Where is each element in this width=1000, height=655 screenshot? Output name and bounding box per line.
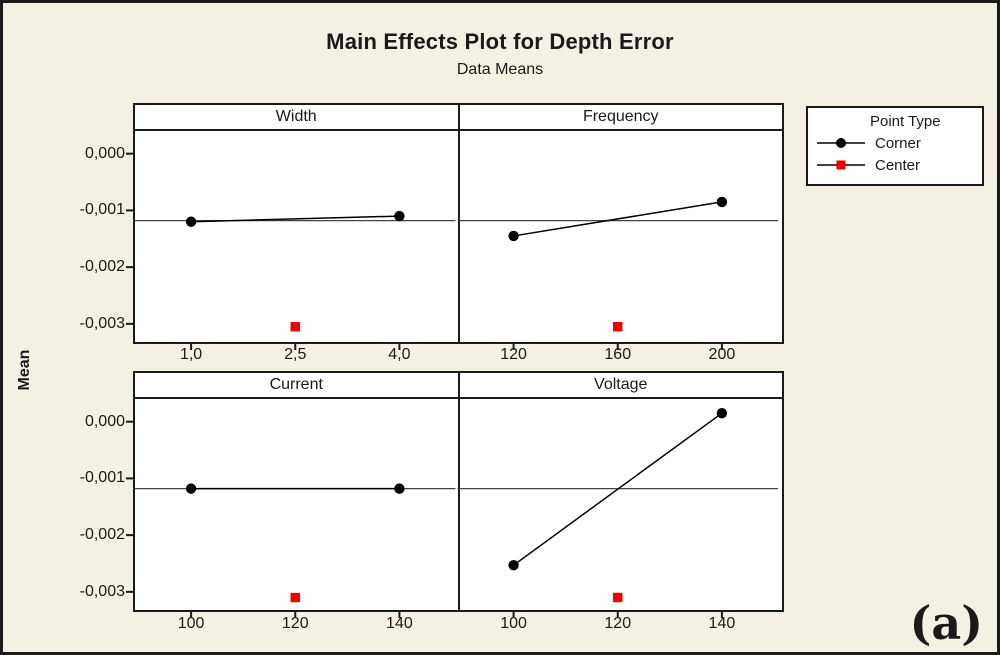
legend-item-center: Center	[816, 154, 976, 176]
x-tick-label: 120	[604, 615, 632, 632]
x-tick-label: 100	[177, 615, 205, 632]
panel-header-frequency: Frequency	[459, 105, 782, 129]
center-marker-icon	[817, 160, 865, 170]
legend-label-corner: Corner	[875, 134, 921, 152]
panel-row-bottom: Current Voltage	[133, 371, 784, 612]
panel-title-current: Current	[269, 376, 323, 393]
panel-headers-bottom: Current Voltage	[135, 373, 782, 399]
y-tick-label: 0,000	[84, 412, 125, 430]
x-tick-label: 100	[500, 615, 527, 632]
y-tick-label: -0,003	[79, 582, 125, 600]
chart-title: Main Effects Plot for Depth Error	[326, 29, 674, 54]
x-tick-label: 1,0	[179, 346, 203, 363]
plot-area-voltage	[459, 399, 782, 610]
corner-marker-icon	[817, 138, 865, 148]
legend-title: Point Type	[870, 113, 941, 130]
plot-area-frequency	[459, 131, 782, 342]
y-tick-label: 0,000	[84, 144, 125, 162]
panel-header-current: Current	[135, 373, 460, 397]
y-tick-label: -0,003	[79, 314, 125, 332]
legend-item-corner: Corner	[816, 132, 976, 154]
y-tick-label: -0,002	[79, 258, 125, 276]
y-tick-label: -0,001	[79, 201, 125, 219]
legend-label-center: Center	[875, 156, 921, 174]
figure-panel-label: (a)	[909, 596, 983, 650]
chart-subtitle: Data Means	[456, 61, 544, 78]
plot-area-current	[135, 399, 460, 610]
x-tick-label: 160	[604, 346, 632, 363]
x-tick-label: 140	[386, 615, 413, 632]
panel-plots-top	[135, 131, 782, 342]
x-tick-label: 200	[708, 346, 736, 363]
panel-title-width: Width	[275, 108, 317, 125]
legend-box: Point Type Corner Center	[806, 106, 984, 186]
y-tick-label: -0,002	[79, 526, 125, 544]
y-axis-label: Mean	[16, 349, 33, 391]
panel-plots-bottom	[135, 399, 782, 610]
panel-row-top: Width Frequency	[133, 103, 784, 344]
plot-area-width	[135, 131, 460, 342]
x-tick-label: 140	[708, 615, 736, 632]
x-tick-label: 120	[500, 346, 527, 363]
y-tick-label: -0,001	[79, 469, 125, 487]
panel-title-voltage: Voltage	[594, 376, 648, 393]
x-tick-label: 4,0	[388, 346, 411, 363]
x-tick-label: 2,5	[284, 346, 307, 363]
panel-header-width: Width	[135, 105, 460, 129]
x-tick-label: 120	[281, 615, 309, 632]
panel-headers-top: Width Frequency	[135, 105, 782, 131]
panel-header-voltage: Voltage	[459, 373, 782, 397]
panel-title-frequency: Frequency	[582, 108, 659, 125]
